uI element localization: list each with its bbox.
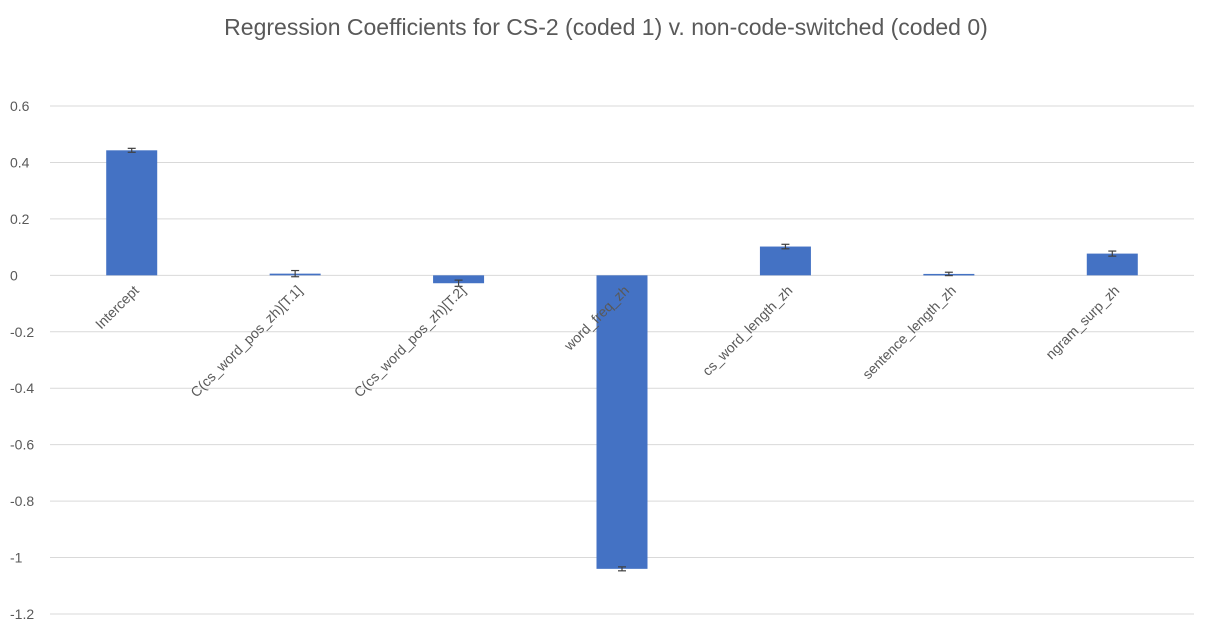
category-label: cs_word_length_zh	[699, 282, 796, 379]
error-bar	[454, 279, 463, 287]
y-tick-label: -1	[10, 550, 23, 566]
y-tick-label: 0.4	[10, 154, 30, 170]
bar	[106, 150, 158, 276]
y-axis-tick-labels: 0.6 0.4 0.2 0 -0.2 -0.4 -0.6 -0.8 -1 -1.2	[10, 98, 34, 622]
y-tick-label: -0.4	[10, 380, 34, 396]
bar	[759, 246, 811, 276]
bar	[433, 275, 485, 284]
error-bar	[127, 147, 136, 153]
chart-title: Regression Coefficients for CS-2 (coded …	[224, 14, 988, 40]
bars	[106, 150, 1138, 569]
category-label: C(cs_word_pos_zh)[T.1]	[187, 282, 305, 400]
error-bars	[127, 147, 1117, 572]
y-tick-label: 0.2	[10, 211, 30, 227]
bar	[1086, 253, 1138, 276]
y-tick-label: -0.6	[10, 437, 34, 453]
y-tick-label: -1.2	[10, 606, 34, 622]
error-bar	[618, 566, 626, 572]
y-tick-label: 0	[10, 267, 18, 283]
bar	[596, 275, 648, 569]
category-label: ngram_surp_zh	[1042, 282, 1122, 362]
y-tick-label: -0.8	[10, 493, 34, 509]
y-tick-label: 0.6	[10, 98, 30, 114]
error-bar	[781, 243, 790, 250]
error-bar	[944, 271, 953, 277]
error-bar	[291, 269, 300, 278]
error-bar	[1108, 250, 1117, 257]
category-label: Intercept	[92, 282, 142, 332]
category-label: C(cs_word_pos_zh)[T.2]	[351, 282, 469, 400]
y-tick-label: -0.2	[10, 324, 34, 340]
